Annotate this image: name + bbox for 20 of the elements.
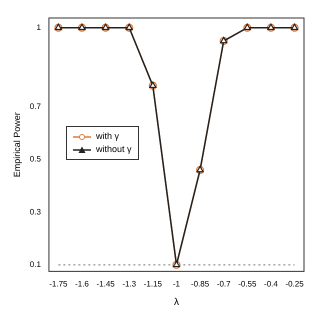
- legend-label: with γ: [96, 130, 120, 143]
- x-axis-title: λ: [174, 296, 179, 308]
- y-tick-label: 0.3: [30, 207, 42, 216]
- x-tick-label: -1.75: [49, 279, 68, 288]
- x-tick-label: -0.85: [190, 279, 210, 288]
- x-tick-label: -0.4: [264, 279, 278, 288]
- x-tick-label: -0.7: [216, 279, 232, 288]
- x-tick-label: -1.3: [122, 279, 137, 288]
- y-tick-label: 0.7: [30, 102, 42, 111]
- legend-label: without γ: [96, 143, 132, 156]
- x-tick-label: -0.25: [285, 279, 304, 288]
- x-tick-label: -1: [172, 279, 181, 288]
- x-tick-label: -0.55: [238, 279, 257, 288]
- x-tick-label: -1.15: [144, 279, 163, 288]
- y-axis-title: Empirical Power: [12, 112, 22, 178]
- x-tick-label: -1.45: [96, 279, 116, 288]
- y-tick-label: 0.1: [30, 260, 42, 270]
- x-tick-label: -1.6: [75, 279, 90, 288]
- y-tick-label: 0.5: [30, 154, 42, 164]
- y-tick-label: 1: [36, 22, 42, 32]
